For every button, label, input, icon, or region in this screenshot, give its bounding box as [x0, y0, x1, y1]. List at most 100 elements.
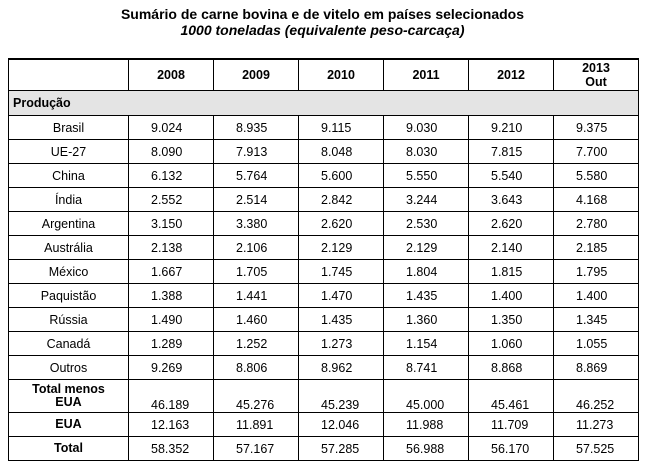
- value-cell: 1.345: [553, 307, 639, 332]
- table-row: Paquistão 1.388 1.441 1.470 1.435 1.400 1.400: [8, 283, 639, 308]
- table-row: Canadá 1.289 1.252 1.273 1.154 1.060 1.055: [8, 331, 639, 356]
- total-row: EUA 12.163 11.891 12.046 11.988 11.709 11.273: [8, 412, 639, 437]
- value-cell: 1.360: [383, 307, 469, 332]
- value-cell: 2.842: [298, 187, 384, 212]
- value-cell: 57.285: [298, 436, 384, 461]
- value-cell: 3.150: [128, 211, 214, 236]
- value-cell: 2.129: [383, 235, 469, 260]
- value-cell: 9.115: [298, 115, 384, 140]
- column-header-year: 2010: [298, 58, 384, 91]
- value-cell: 2.620: [468, 211, 554, 236]
- value-cell: 1.460: [213, 307, 299, 332]
- value-cell: 2.552: [128, 187, 214, 212]
- value-cell: 5.764: [213, 163, 299, 188]
- value-cell: 9.030: [383, 115, 469, 140]
- total-label: Total: [8, 436, 129, 461]
- total-label: Total menos EUA: [8, 379, 129, 413]
- value-cell: 45.276: [213, 379, 299, 413]
- value-cell: 1.400: [468, 283, 554, 308]
- value-cell: 1.441: [213, 283, 299, 308]
- value-cell: 8.868: [468, 355, 554, 380]
- value-cell: 9.269: [128, 355, 214, 380]
- country-label: México: [8, 259, 129, 284]
- value-cell: 9.024: [128, 115, 214, 140]
- value-cell: 1.490: [128, 307, 214, 332]
- value-cell: 1.289: [128, 331, 214, 356]
- value-cell: 11.709: [468, 412, 554, 437]
- value-cell: 1.252: [213, 331, 299, 356]
- value-cell: 2.138: [128, 235, 214, 260]
- value-cell: 11.891: [213, 412, 299, 437]
- value-cell: 11.273: [553, 412, 639, 437]
- value-cell: 3.643: [468, 187, 554, 212]
- country-label: Índia: [8, 187, 129, 212]
- value-cell: 56.988: [383, 436, 469, 461]
- value-cell: 1.435: [383, 283, 469, 308]
- table-body: Produção Brasil 9.024 8.935 9.115 9.030 9.210 9…: [8, 90, 639, 461]
- column-header-year: 2013 Out: [553, 58, 639, 91]
- value-cell: 8.935: [213, 115, 299, 140]
- value-cell: 7.700: [553, 139, 639, 164]
- table-row: Argentina 3.150 3.380 2.620 2.530 2.620 2.780: [8, 211, 639, 236]
- value-cell: 5.550: [383, 163, 469, 188]
- value-cell: 58.352: [128, 436, 214, 461]
- country-label: Austrália: [8, 235, 129, 260]
- value-cell: 2.185: [553, 235, 639, 260]
- value-cell: 3.244: [383, 187, 469, 212]
- country-label: UE-27: [8, 139, 129, 164]
- section-label: Produção: [8, 90, 639, 116]
- total-label: EUA: [8, 412, 129, 437]
- value-cell: 12.046: [298, 412, 384, 437]
- value-cell: 2.620: [298, 211, 384, 236]
- section-row: Produção: [8, 90, 639, 116]
- total-row: Total 58.352 57.167 57.285 56.988 56.170 57.52…: [8, 436, 639, 461]
- value-cell: 1.667: [128, 259, 214, 284]
- value-cell: 1.400: [553, 283, 639, 308]
- value-cell: 2.140: [468, 235, 554, 260]
- table-row: Rússia 1.490 1.460 1.435 1.360 1.350 1.345: [8, 307, 639, 332]
- country-label: China: [8, 163, 129, 188]
- column-header-year: 2012: [468, 58, 554, 91]
- value-cell: 5.600: [298, 163, 384, 188]
- value-cell: 8.741: [383, 355, 469, 380]
- value-cell: 1.055: [553, 331, 639, 356]
- value-cell: 1.154: [383, 331, 469, 356]
- value-cell: 2.530: [383, 211, 469, 236]
- value-cell: 6.132: [128, 163, 214, 188]
- value-cell: 8.869: [553, 355, 639, 380]
- value-cell: 1.804: [383, 259, 469, 284]
- value-cell: 1.705: [213, 259, 299, 284]
- value-cell: 2.106: [213, 235, 299, 260]
- value-cell: 9.375: [553, 115, 639, 140]
- country-label: Paquistão: [8, 283, 129, 308]
- table-row: Índia 2.552 2.514 2.842 3.244 3.643 4.168: [8, 187, 639, 212]
- value-cell: 1.470: [298, 283, 384, 308]
- value-cell: 7.815: [468, 139, 554, 164]
- value-cell: 45.239: [298, 379, 384, 413]
- table-row: México 1.667 1.705 1.745 1.804 1.815 1.795: [8, 259, 639, 284]
- value-cell: 45.000: [383, 379, 469, 413]
- beef-summary-table: 2008 2009 2010 2011 2012 2013 Out Produção Bra…: [8, 58, 639, 461]
- value-cell: 9.210: [468, 115, 554, 140]
- value-cell: 1.745: [298, 259, 384, 284]
- value-cell: 5.580: [553, 163, 639, 188]
- value-cell: 8.962: [298, 355, 384, 380]
- table-row: Austrália 2.138 2.106 2.129 2.129 2.140 2.185: [8, 235, 639, 260]
- value-cell: 8.048: [298, 139, 384, 164]
- value-cell: 46.252: [553, 379, 639, 413]
- table-header: 2008 2009 2010 2011 2012 2013 Out: [8, 58, 639, 91]
- value-cell: 2.780: [553, 211, 639, 236]
- country-label: Canadá: [8, 331, 129, 356]
- country-label: Brasil: [8, 115, 129, 140]
- table-row: UE-27 8.090 7.913 8.048 8.030 7.815 7.700: [8, 139, 639, 164]
- value-cell: 8.806: [213, 355, 299, 380]
- value-cell: 1.795: [553, 259, 639, 284]
- value-cell: 56.170: [468, 436, 554, 461]
- table-row: China 6.132 5.764 5.600 5.550 5.540 5.580: [8, 163, 639, 188]
- value-cell: 46.189: [128, 379, 214, 413]
- table-row: Outros 9.269 8.806 8.962 8.741 8.868 8.869: [8, 355, 639, 380]
- value-cell: 1.273: [298, 331, 384, 356]
- total-row: Total menos EUA 46.189 45.276 45.239 45.000 4…: [8, 379, 639, 413]
- value-cell: 4.168: [553, 187, 639, 212]
- value-cell: 45.461: [468, 379, 554, 413]
